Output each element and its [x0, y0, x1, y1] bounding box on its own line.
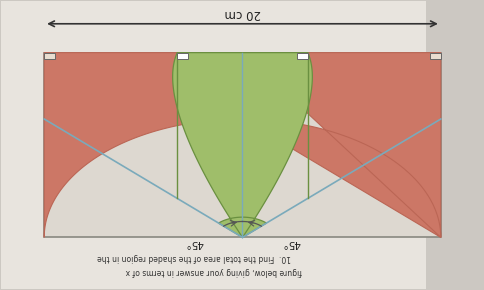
Polygon shape: [177, 53, 187, 59]
Text: 45°: 45°: [184, 238, 203, 248]
Polygon shape: [44, 53, 242, 237]
Polygon shape: [172, 53, 312, 237]
Text: 10.  Find the total area of the shaded region in the: 10. Find the total area of the shaded re…: [97, 253, 290, 262]
Polygon shape: [242, 53, 440, 237]
Polygon shape: [0, 1, 425, 289]
Text: figure below, giving your answer in terms of x: figure below, giving your answer in term…: [125, 267, 301, 276]
Polygon shape: [44, 53, 55, 59]
Polygon shape: [44, 53, 440, 237]
Text: 45°: 45°: [281, 238, 300, 248]
Polygon shape: [429, 53, 440, 59]
Polygon shape: [297, 53, 307, 59]
Text: 20 cm: 20 cm: [224, 7, 260, 20]
